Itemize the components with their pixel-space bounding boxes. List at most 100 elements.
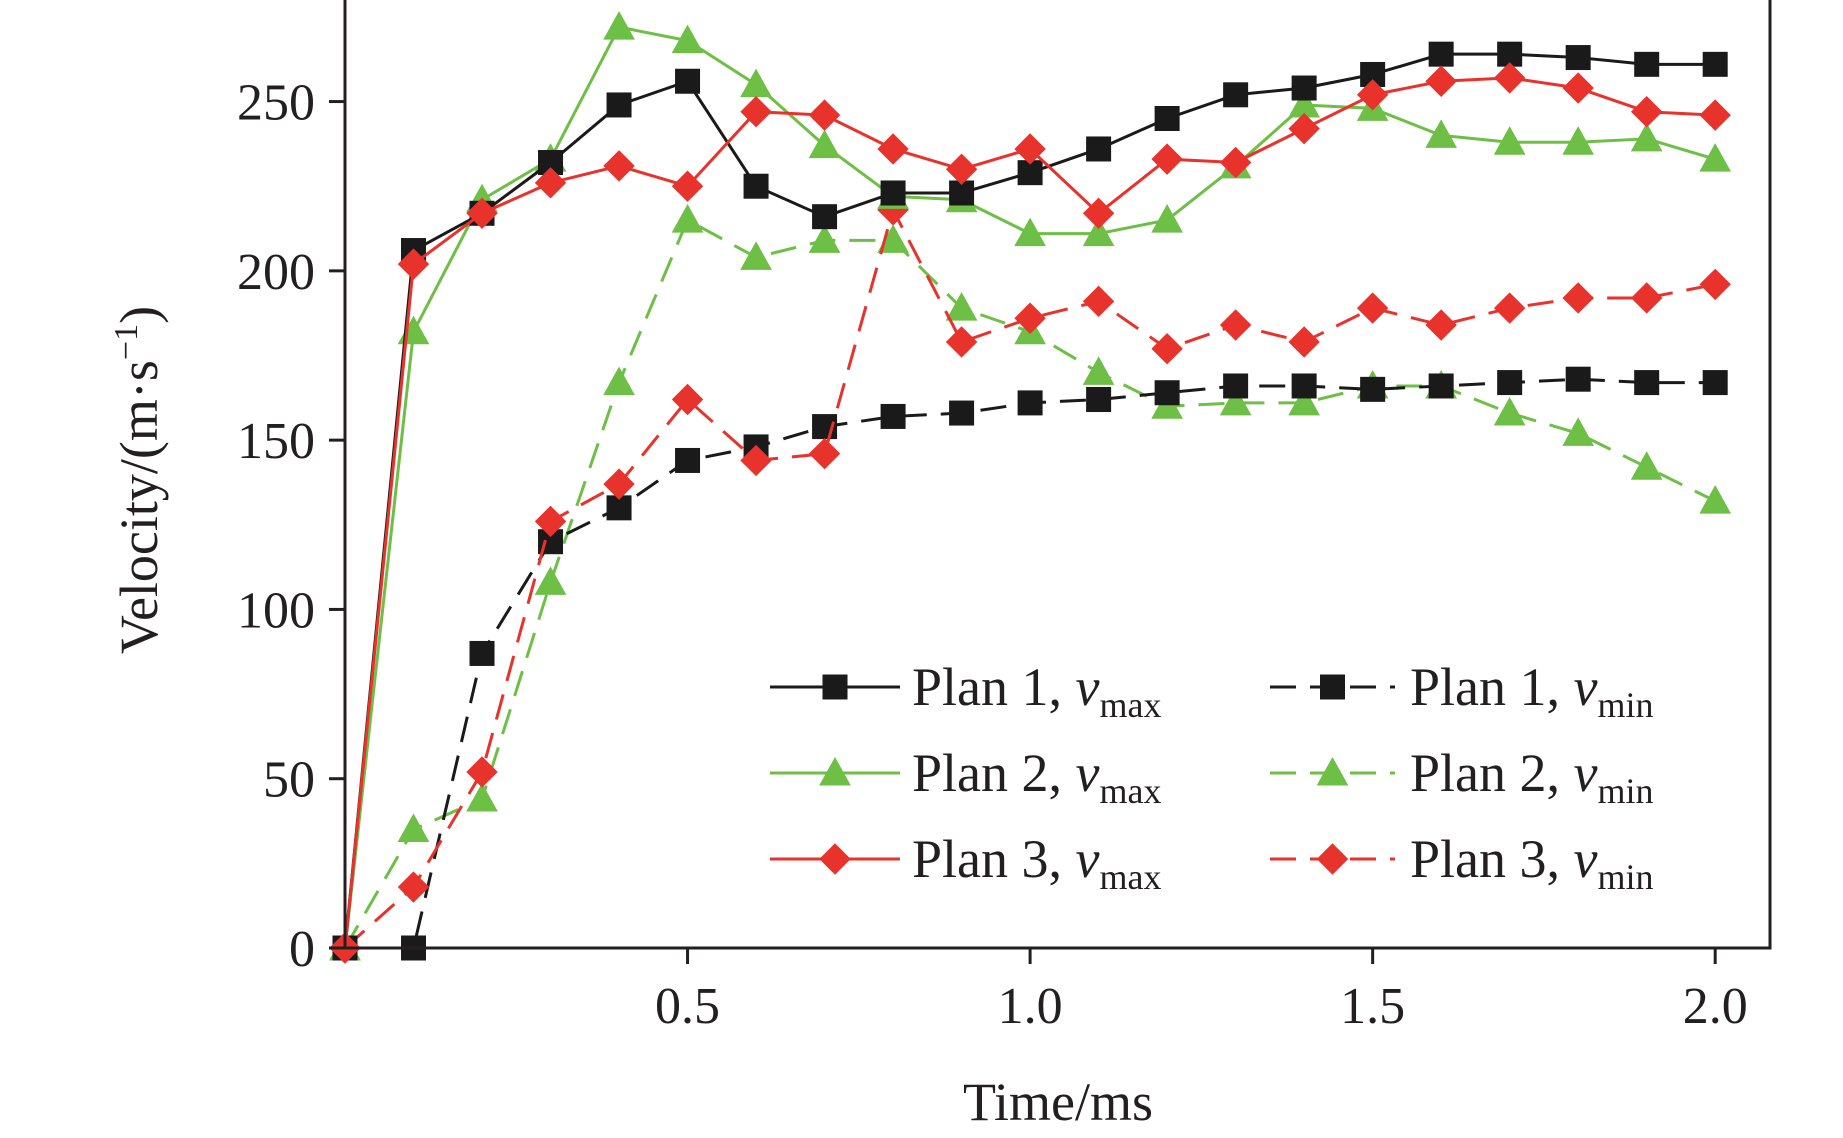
legend-entry-plan1-vmax: Plan 1, vmax (770, 657, 1161, 725)
data-point-plan1-vmax (880, 180, 906, 206)
x-tick-label: 0.5 (655, 978, 720, 1035)
data-point-plan2-vmax (1151, 204, 1183, 233)
data-point-plan1-vmax (743, 173, 769, 199)
data-point-plan3-vmin (740, 444, 772, 477)
data-point-plan1-vmax (1565, 45, 1591, 71)
x-tick-label: 1.5 (1340, 978, 1405, 1035)
data-point-plan2-vmax (1630, 122, 1663, 152)
data-point-plan3-vmin (671, 383, 704, 416)
y-tick-label: 50 (263, 752, 315, 809)
data-point-plan1-vmax (606, 92, 632, 118)
data-point-plan3-vmax (1562, 72, 1594, 104)
data-point-plan1-vmin (1497, 370, 1523, 396)
data-point-plan2-vmax (1699, 143, 1732, 172)
legend-marker-plan3-vmax (819, 843, 851, 875)
data-point-plan1-vmin (675, 447, 701, 473)
data-point-plan3-vmax (534, 167, 567, 199)
data-point-plan2-vmin (808, 224, 841, 253)
data-point-plan3-vmin (1562, 282, 1594, 314)
legend-var-text: v (1076, 829, 1100, 889)
legend-marker-plan1-vmax (822, 674, 848, 700)
x-tick-label: 2.0 (1683, 978, 1748, 1035)
legend-plan-text: Plan 1, (912, 657, 1076, 717)
data-point-plan3-vmax (466, 197, 498, 230)
data-point-plan3-vmin (808, 437, 841, 470)
data-point-plan2-vmin (1630, 451, 1663, 480)
data-point-plan2-vmin (534, 566, 567, 595)
data-point-plan2-vmax (1082, 217, 1115, 247)
legend-entry-plan2-vmin: Plan 2, vmin (1270, 743, 1654, 811)
data-point-plan3-vmax (1082, 197, 1115, 230)
data-point-plan1-vmin (1360, 376, 1386, 402)
data-point-plan1-vmin (1291, 373, 1317, 399)
data-point-plan2-vmin (1219, 386, 1252, 416)
legend-sub-text: min (1597, 857, 1653, 897)
data-point-plan1-vmax (1154, 106, 1180, 131)
y-axis-title-main: Velocity/(m·s (109, 360, 169, 654)
axis-layer: 0.5 1.0 1.5 2.0 0 50 100 150 200 250 (237, 75, 1748, 1035)
data-point-plan2-vmin (1493, 397, 1526, 426)
data-point-plan2-vmin (671, 204, 704, 233)
legend-sub-text: min (1597, 771, 1653, 811)
data-point-plan2-vmax (1562, 126, 1595, 155)
data-point-plan2-vmin (603, 366, 635, 396)
data-point-plan1-vmin (1223, 373, 1249, 399)
legend-label-plan2-vmin: Plan 2, vmin (1410, 743, 1654, 811)
data-point-plan3-vmax (397, 248, 430, 280)
data-point-plan3-vmin (1356, 292, 1389, 324)
data-point-plan1-vmax (1223, 82, 1249, 108)
data-point-plan3-vmin (397, 871, 430, 903)
data-point-plan3-vmin (1219, 309, 1252, 341)
data-point-plan3-vmin (945, 326, 978, 358)
data-point-plan3-vmin (1699, 268, 1731, 301)
data-point-plan2-vmin (1562, 417, 1595, 446)
data-point-plan3-vmax (1151, 143, 1183, 175)
series-plan2-vmin (329, 204, 1732, 961)
data-point-plan2-vmin (1082, 356, 1115, 385)
data-point-plan1-vmin (1086, 387, 1112, 413)
y-tick-label: 200 (237, 244, 315, 301)
data-point-plan3-vmin (466, 756, 498, 788)
y-tick-label: 0 (289, 921, 315, 978)
data-point-plan1-vmin (1702, 370, 1728, 396)
data-point-plan3-vmax (1425, 65, 1457, 97)
y-tick-label: 100 (237, 582, 315, 639)
data-point-plan2-vmin (1699, 485, 1732, 514)
data-point-plan1-vmin (949, 400, 975, 426)
data-point-plan3-vmax (671, 170, 704, 202)
data-point-plan1-vmin (1634, 370, 1660, 396)
data-point-plan3-vmax (945, 153, 978, 185)
data-point-plan2-vmin (945, 292, 978, 321)
data-point-plan3-vmax (1219, 146, 1252, 179)
plot-frame (343, 0, 1772, 950)
data-point-plan3-vmax (1699, 99, 1731, 131)
legend-plan-text: Plan 2, (912, 743, 1076, 803)
data-point-plan3-vmin (534, 505, 567, 538)
data-point-plan1-vmax (1634, 51, 1660, 77)
data-point-plan2-vmax (808, 129, 841, 159)
data-point-plan3-vmax (740, 96, 772, 128)
data-point-plan2-vmax (1425, 119, 1458, 148)
x-tick-label: 1.0 (998, 978, 1063, 1035)
data-point-plan3-vmin (1082, 285, 1115, 318)
data-point-plan3-vmax (1356, 79, 1389, 111)
y-tick-label: 150 (237, 413, 315, 470)
legend-var-text: v (1574, 829, 1598, 889)
data-point-plan2-vmin (1288, 386, 1320, 416)
data-point-plan1-vmax (1428, 41, 1454, 67)
data-point-plan1-vmin (880, 403, 906, 429)
series-layer (329, 11, 1732, 964)
data-point-plan3-vmax (877, 133, 909, 165)
data-point-plan2-vmax (1014, 217, 1046, 247)
data-point-plan2-vmin (466, 782, 498, 812)
legend-plan-text: Plan 1, (1410, 657, 1574, 717)
data-point-plan3-vmin (1014, 302, 1046, 334)
series-plan1-vmin (332, 366, 1728, 961)
data-point-plan3-vmax (1493, 62, 1526, 94)
data-point-plan2-vmax (603, 11, 635, 40)
series-plan3-vmax (329, 62, 1731, 964)
data-point-plan3-vmax (1014, 133, 1046, 165)
data-point-plan3-vmin (603, 468, 635, 500)
